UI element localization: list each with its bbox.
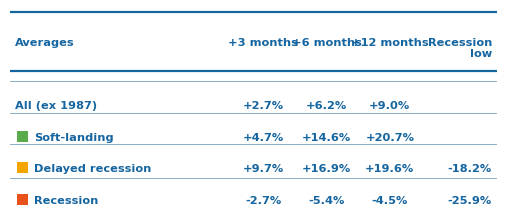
Bar <box>17 194 28 205</box>
Text: +14.6%: +14.6% <box>302 133 351 143</box>
Text: +9.0%: +9.0% <box>369 101 410 111</box>
Text: -5.4%: -5.4% <box>308 196 345 206</box>
Text: -18.2%: -18.2% <box>448 164 492 174</box>
Bar <box>17 162 28 173</box>
Text: +9.7%: +9.7% <box>243 164 284 174</box>
Text: +6.2%: +6.2% <box>306 101 347 111</box>
Text: Averages: Averages <box>15 38 75 48</box>
Text: All (ex 1987): All (ex 1987) <box>15 101 97 111</box>
Text: -4.5%: -4.5% <box>372 196 408 206</box>
Text: Recession
low: Recession low <box>427 38 492 59</box>
Text: Soft-landing: Soft-landing <box>34 133 114 143</box>
Text: -25.9%: -25.9% <box>448 196 492 206</box>
Text: Delayed recession: Delayed recession <box>34 164 152 174</box>
Bar <box>17 131 28 142</box>
Text: +3 months: +3 months <box>228 38 298 48</box>
Text: +16.9%: +16.9% <box>302 164 351 174</box>
Text: +4.7%: +4.7% <box>243 133 284 143</box>
Text: +12 months: +12 months <box>351 38 428 48</box>
Text: +2.7%: +2.7% <box>243 101 284 111</box>
Text: +6 months: +6 months <box>292 38 361 48</box>
Text: Recession: Recession <box>34 196 98 206</box>
Text: +20.7%: +20.7% <box>365 133 414 143</box>
Text: -2.7%: -2.7% <box>245 196 281 206</box>
Text: +19.6%: +19.6% <box>365 164 414 174</box>
